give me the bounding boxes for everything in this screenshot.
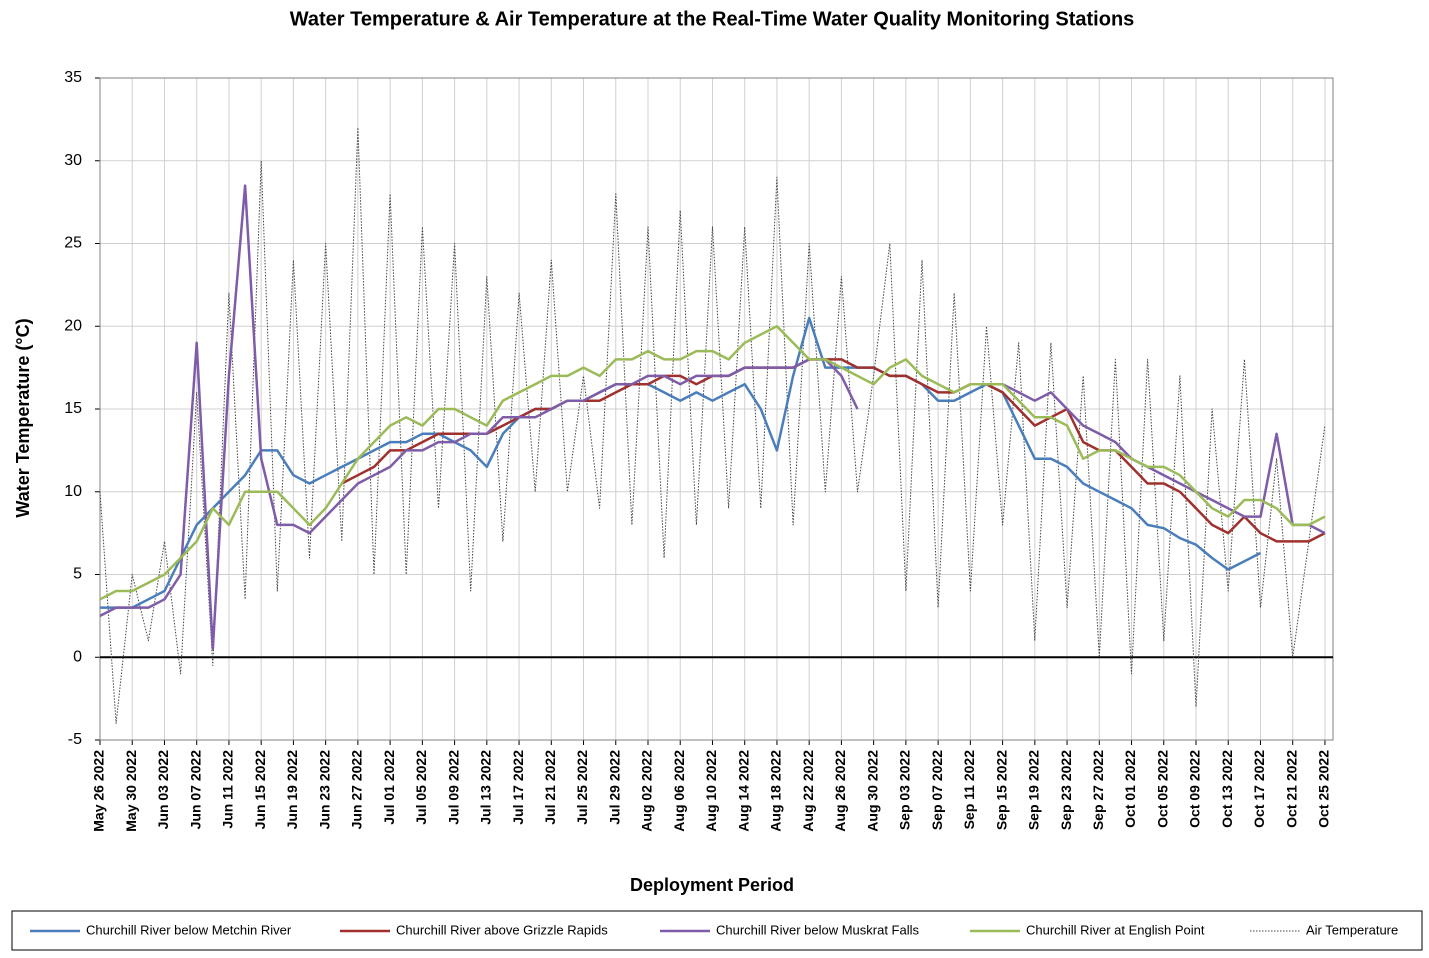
x-tick-label: Oct 09 2022 [1187, 750, 1203, 828]
y-tick-label: 20 [64, 317, 82, 334]
x-tick-label: Jul 21 2022 [542, 750, 558, 825]
x-tick-label: Oct 21 2022 [1283, 750, 1299, 828]
series-line [99, 127, 1326, 724]
x-tick-label: Aug 22 2022 [800, 750, 816, 832]
x-tick-label: Jul 05 2022 [413, 750, 429, 825]
x-tick-label: Sep 27 2022 [1090, 750, 1106, 830]
x-tick-label: Aug 10 2022 [703, 750, 719, 832]
x-tick-label: Sep 11 2022 [961, 750, 977, 830]
x-tick-label: Aug 02 2022 [639, 750, 655, 832]
x-tick-label: Oct 01 2022 [1122, 750, 1138, 828]
x-tick-label: May 30 2022 [123, 750, 139, 832]
x-tick-label: Aug 30 2022 [864, 750, 880, 832]
legend-label: Churchill River below Metchin River [86, 922, 292, 937]
x-tick-label: Sep 23 2022 [1058, 750, 1074, 830]
y-tick-label: -5 [68, 731, 82, 748]
y-tick-label: 10 [64, 483, 82, 500]
series-line [341, 358, 1326, 543]
y-axis-title: Water Temperature (°C) [13, 318, 33, 517]
x-tick-label: Jul 29 2022 [606, 750, 622, 825]
y-tick-label: 15 [64, 400, 82, 417]
x-tick-label: Jun 11 2022 [220, 750, 236, 829]
legend-box [11, 910, 1423, 951]
x-tick-label: Sep 19 2022 [1026, 750, 1042, 830]
legend-label: Churchill River below Muskrat Falls [716, 922, 919, 937]
x-tick-label: Aug 18 2022 [768, 750, 784, 832]
x-tick-label: Jun 23 2022 [316, 750, 332, 830]
y-tick-label: 35 [64, 69, 82, 86]
x-axis-title: Deployment Period [630, 875, 794, 895]
y-tick-label: 5 [73, 566, 82, 583]
x-tick-label: May 26 2022 [91, 750, 107, 832]
x-tick-label: Aug 26 2022 [832, 750, 848, 832]
x-tick-label: Jun 27 2022 [349, 750, 365, 830]
y-tick-label: 25 [64, 235, 82, 252]
x-tick-label: Oct 25 2022 [1316, 750, 1332, 828]
x-tick-label: Aug 06 2022 [671, 750, 687, 832]
y-tick-label: 0 [73, 648, 82, 665]
legend-label: Air Temperature [1306, 922, 1398, 937]
series-line [99, 184, 1326, 651]
x-tick-label: Oct 17 2022 [1251, 750, 1267, 828]
x-tick-label: Sep 15 2022 [993, 750, 1009, 830]
x-tick-label: Aug 14 2022 [735, 750, 751, 832]
x-tick-label: Jul 01 2022 [381, 750, 397, 825]
legend-label: Churchill River at English Point [1026, 922, 1205, 937]
chart-title: Water Temperature & Air Temperature at t… [290, 8, 1135, 30]
x-tick-label: Jul 25 2022 [574, 750, 590, 825]
x-tick-label: Jul 17 2022 [510, 750, 526, 825]
x-tick-label: Jun 03 2022 [155, 750, 171, 830]
y-tick-label: 30 [64, 152, 82, 169]
x-tick-label: Jun 07 2022 [187, 750, 203, 830]
x-tick-label: Jun 19 2022 [284, 750, 300, 830]
x-tick-label: Oct 13 2022 [1219, 750, 1235, 828]
series-line [99, 325, 1326, 601]
x-tick-label: Sep 07 2022 [929, 750, 945, 830]
plot-border [99, 77, 1334, 741]
x-tick-label: Jun 15 2022 [252, 750, 268, 830]
x-tick-label: Oct 05 2022 [1154, 750, 1170, 828]
legend-label: Churchill River above Grizzle Rapids [396, 922, 608, 937]
x-tick-label: Jul 09 2022 [445, 750, 461, 825]
series-line [100, 316, 1262, 609]
x-tick-label: Sep 03 2022 [897, 750, 913, 830]
x-tick-label: Jul 13 2022 [478, 750, 494, 825]
